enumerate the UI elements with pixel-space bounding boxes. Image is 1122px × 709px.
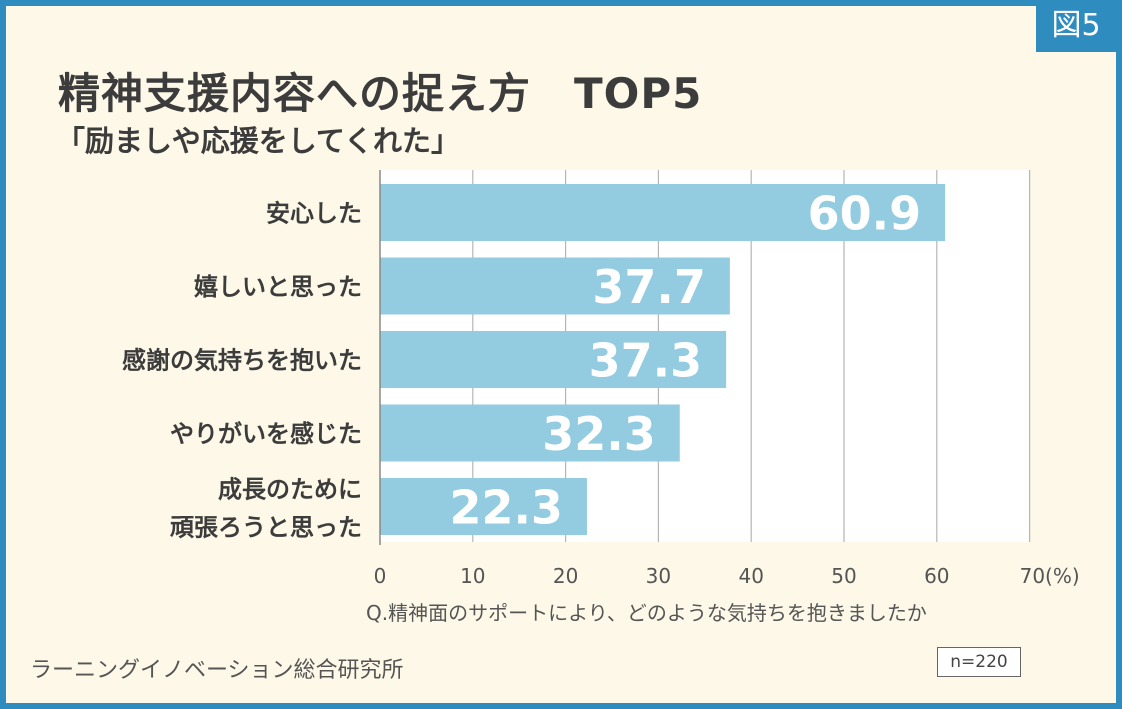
source-credit: ラーニングイノベーション総合研究所 [30, 658, 404, 683]
x-tick-label: 70(%) [1020, 564, 1080, 588]
x-tick-label: 20 [553, 564, 578, 588]
x-tick-label: 10 [460, 564, 485, 588]
sample-size-label: n=220 [937, 647, 1021, 677]
category-label: 感謝の気持ちを抱いた [122, 347, 362, 375]
chart-subtitle: 「励ましや応援をしてくれた」 [56, 124, 460, 158]
bar [380, 257, 730, 315]
category-label: やりがいを感じた [170, 420, 362, 448]
bar-value-label: 22.3 [449, 481, 563, 535]
bar-value-label: 37.7 [592, 260, 706, 314]
category-label: 安心した [266, 200, 362, 228]
category-label: 嬉しいと思った [194, 273, 362, 301]
x-tick-label: 0 [374, 564, 387, 588]
bar [380, 184, 946, 241]
bar-value-label: 32.3 [542, 407, 656, 461]
bar [380, 404, 680, 462]
x-tick-label: 40 [738, 564, 763, 588]
bar [380, 478, 587, 535]
bar-value-label: 37.3 [589, 334, 703, 388]
question-text: Q.精神面のサポートにより、どのような気持ちを抱きましたか [366, 601, 927, 625]
x-tick-label: 30 [646, 564, 671, 588]
x-tick-label: 50 [831, 564, 856, 588]
figure-number-badge: 図5 [1036, 0, 1116, 52]
bar [380, 331, 727, 388]
x-tick-label: 60 [924, 564, 949, 588]
chart-title: 精神支援内容への捉え方 TOP5 [58, 69, 703, 118]
category-label: 成長のために頑張ろうと思った [169, 476, 362, 542]
bar-value-label: 60.9 [808, 187, 922, 241]
